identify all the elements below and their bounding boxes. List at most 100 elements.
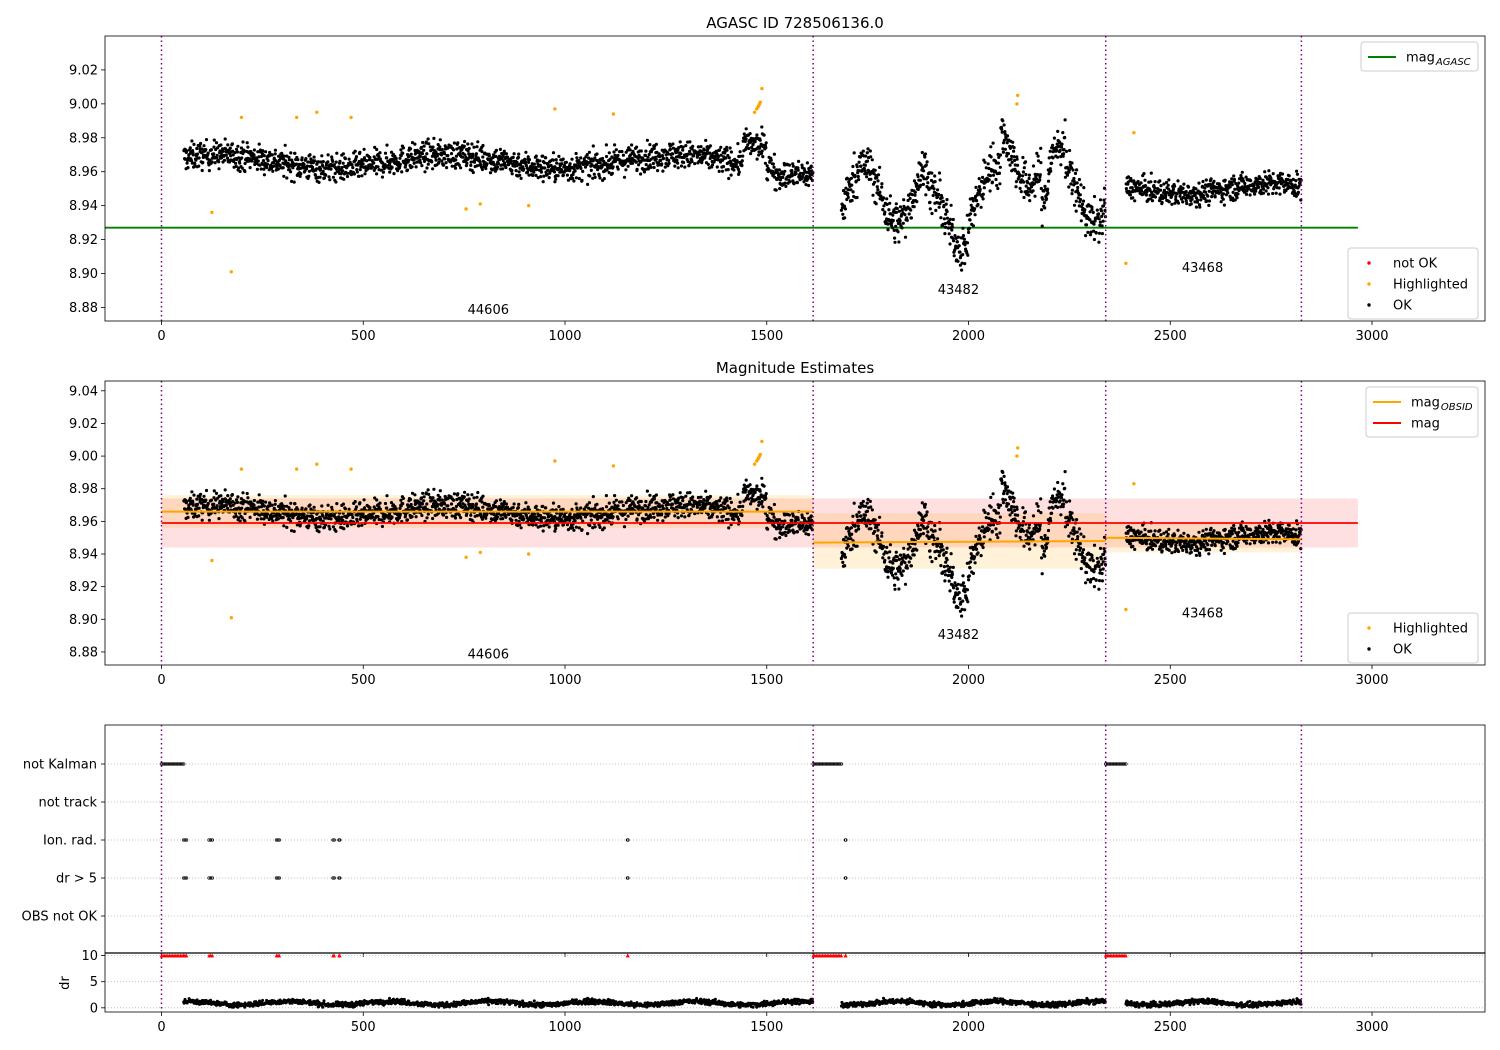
ok-point — [215, 504, 219, 508]
ok-point — [876, 188, 880, 192]
ok-point — [950, 225, 955, 229]
ok-point — [595, 152, 599, 156]
ok-point — [744, 127, 748, 131]
ok-point — [773, 175, 777, 179]
ok-point — [564, 160, 569, 164]
ok-point — [772, 515, 776, 519]
ok-point — [1103, 208, 1107, 213]
ok-point — [553, 180, 557, 184]
ok-point — [635, 496, 639, 500]
ok-point — [1231, 190, 1235, 194]
ok-point — [912, 179, 917, 183]
ok-point — [974, 185, 978, 189]
ok-point — [865, 501, 869, 505]
ok-point — [1006, 152, 1011, 156]
ok-point — [273, 499, 277, 503]
ok-point — [1010, 154, 1014, 158]
ok-point — [1140, 189, 1144, 193]
ok-point — [1071, 168, 1075, 172]
ok-point — [648, 143, 652, 147]
ok-point — [293, 151, 297, 155]
ok-point — [419, 161, 423, 165]
obsid-label: 43468 — [1182, 261, 1223, 276]
ok-point — [856, 524, 860, 528]
ok-point — [671, 493, 675, 497]
ok-point — [1167, 178, 1171, 182]
ok-point — [308, 153, 312, 157]
ok-point — [1267, 169, 1271, 173]
ok-point — [1086, 230, 1090, 234]
ok-point — [675, 150, 679, 154]
ok-point — [514, 169, 518, 173]
ok-point — [975, 199, 979, 203]
ok-point — [191, 503, 195, 507]
ok-point — [654, 142, 659, 146]
ok-point — [360, 174, 364, 178]
ok-point — [334, 160, 338, 164]
ok-point — [523, 157, 527, 161]
ok-point — [230, 493, 234, 497]
ok-point — [955, 240, 959, 244]
ok-point — [892, 228, 896, 232]
ok-point — [247, 159, 251, 163]
ok-point — [305, 164, 309, 168]
ok-point — [431, 167, 435, 171]
ok-point — [527, 160, 531, 164]
ok-point — [571, 176, 575, 180]
ok-point — [604, 154, 609, 159]
ok-point — [321, 164, 325, 168]
ok-point — [204, 488, 209, 493]
ok-point — [1018, 173, 1022, 177]
ok-point — [1150, 199, 1155, 203]
ok-point — [859, 514, 863, 518]
ok-point — [797, 159, 801, 163]
ok-point — [659, 158, 663, 162]
ok-point — [243, 169, 247, 174]
ok-point — [446, 146, 450, 150]
ok-point — [543, 166, 547, 170]
ok-point — [1159, 184, 1163, 188]
ok-point — [1277, 186, 1281, 190]
ok-point — [1039, 161, 1043, 165]
ok-point — [1003, 147, 1008, 151]
ok-point — [383, 151, 388, 155]
ok-point — [725, 496, 729, 500]
ok-point — [644, 163, 648, 167]
ok-point — [341, 502, 345, 506]
ok-point — [656, 169, 660, 173]
ok-point — [534, 154, 538, 158]
ok-point — [195, 502, 200, 506]
ok-point — [545, 173, 549, 177]
ok-point — [951, 236, 955, 240]
ok-point — [420, 152, 424, 156]
ok-point — [795, 530, 800, 534]
ok-point — [1266, 186, 1270, 190]
ok-point — [302, 162, 306, 166]
ok-point — [947, 232, 951, 236]
ok-point — [1236, 192, 1240, 196]
ok-point — [539, 175, 543, 179]
ok-point — [607, 151, 611, 155]
ok-point — [763, 161, 768, 165]
ok-point — [1014, 180, 1019, 184]
ok-point — [190, 490, 194, 494]
ok-point — [292, 529, 296, 534]
ok-point — [889, 223, 894, 227]
ok-point — [259, 154, 263, 159]
ok-point — [796, 168, 800, 172]
ok-point — [791, 514, 795, 518]
ok-point — [683, 165, 687, 169]
ok-point — [385, 143, 389, 147]
ok-point — [1266, 192, 1271, 196]
ok-point — [643, 153, 648, 158]
ok-point — [681, 145, 685, 149]
ok-point — [194, 158, 198, 162]
ok-point — [1092, 222, 1096, 226]
ok-point — [300, 506, 304, 510]
ok-point — [1084, 234, 1088, 238]
ok-point — [663, 165, 667, 169]
ok-point — [484, 166, 488, 171]
ok-point — [704, 489, 708, 493]
ok-point — [273, 152, 277, 156]
ok-point — [1171, 187, 1175, 191]
